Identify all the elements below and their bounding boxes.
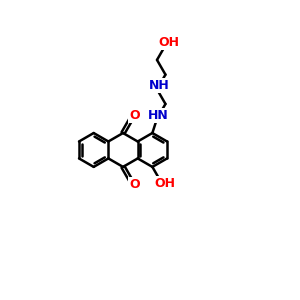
Text: O: O [129, 109, 140, 122]
Text: NH: NH [149, 79, 170, 92]
Text: OH: OH [159, 36, 180, 49]
Text: OH: OH [154, 177, 175, 190]
Text: O: O [129, 178, 140, 191]
Text: HN: HN [148, 109, 169, 122]
